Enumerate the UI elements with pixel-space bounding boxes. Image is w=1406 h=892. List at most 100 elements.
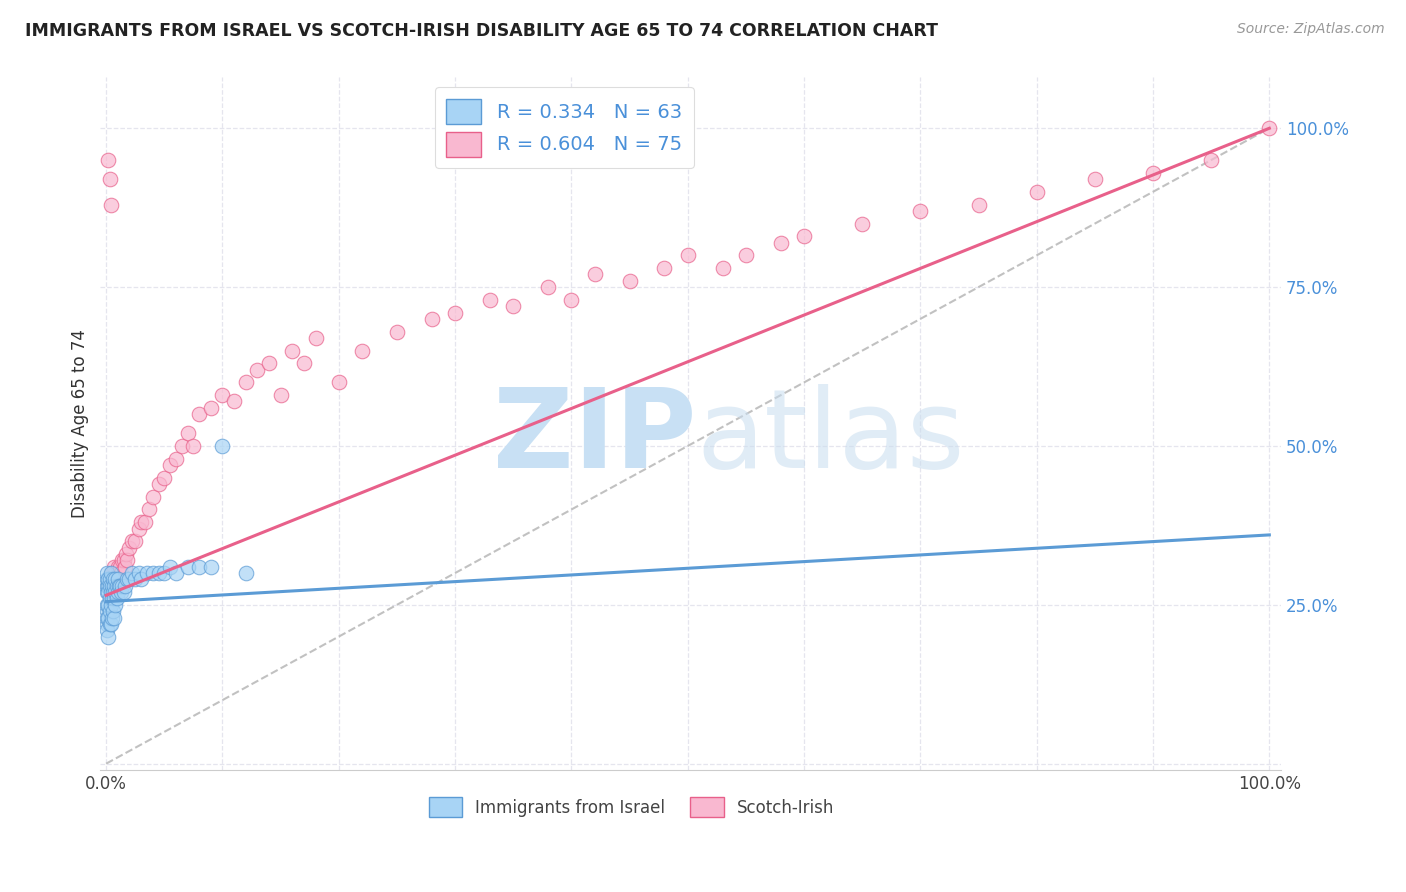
Point [108, 559, 131, 574]
Point [101, 610, 124, 624]
Point [98, 573, 121, 587]
Point [111, 553, 134, 567]
Point [107, 573, 129, 587]
Text: Source: ZipAtlas.com: Source: ZipAtlas.com [1237, 22, 1385, 37]
Point [153, 471, 176, 485]
Point [100, 616, 122, 631]
Point [114, 579, 136, 593]
Point [188, 407, 211, 421]
Point [735, 248, 758, 262]
Point [138, 502, 160, 516]
Point [118, 541, 141, 555]
Point [98, 579, 121, 593]
Point [96, 610, 118, 624]
Point [128, 522, 150, 536]
Point [97, 579, 120, 593]
Point [104, 598, 127, 612]
Point [444, 305, 467, 319]
Point [1258, 121, 1281, 136]
Point [270, 388, 292, 402]
Point [769, 235, 792, 250]
Point [211, 388, 233, 402]
Point [104, 579, 127, 593]
Point [96, 604, 118, 618]
Point [101, 604, 124, 618]
Point [170, 439, 193, 453]
Point [560, 293, 582, 307]
Point [97, 630, 120, 644]
Point [101, 591, 124, 606]
Point [96, 579, 118, 593]
Point [135, 566, 157, 580]
Point [654, 261, 676, 276]
Point [108, 579, 131, 593]
Point [96, 624, 118, 638]
Point [100, 598, 122, 612]
Point [153, 566, 176, 580]
Point [105, 573, 128, 587]
Point [103, 579, 125, 593]
Point [100, 566, 122, 580]
Point [165, 566, 187, 580]
Point [110, 585, 132, 599]
Point [107, 573, 129, 587]
Point [183, 439, 205, 453]
Point [676, 248, 699, 262]
Point [121, 534, 143, 549]
Point [235, 566, 257, 580]
Text: atlas: atlas [696, 384, 965, 491]
Point [711, 261, 734, 276]
Point [420, 311, 443, 326]
Point [235, 376, 257, 390]
Point [159, 458, 181, 472]
Point [97, 585, 120, 599]
Point [103, 610, 125, 624]
Point [793, 229, 815, 244]
Text: IMMIGRANTS FROM ISRAEL VS SCOTCH-IRISH DISABILITY AGE 65 TO 74 CORRELATION CHART: IMMIGRANTS FROM ISRAEL VS SCOTCH-IRISH D… [25, 22, 938, 40]
Point [101, 573, 124, 587]
Point [115, 547, 138, 561]
Point [211, 439, 233, 453]
Point [96, 585, 118, 599]
Point [103, 559, 125, 574]
Point [188, 559, 211, 574]
Point [200, 401, 222, 415]
Point [352, 343, 374, 358]
Point [98, 604, 121, 618]
Point [1025, 185, 1047, 199]
Point [103, 573, 125, 587]
Point [583, 268, 606, 282]
Point [104, 566, 127, 580]
Point [967, 197, 990, 211]
Point [100, 197, 122, 211]
Point [142, 490, 165, 504]
Y-axis label: Disability Age 65 to 74: Disability Age 65 to 74 [72, 329, 89, 518]
Point [502, 299, 524, 313]
Point [851, 217, 873, 231]
Point [129, 515, 152, 529]
Point [224, 394, 246, 409]
Point [114, 559, 136, 574]
Point [105, 579, 128, 593]
Point [176, 426, 198, 441]
Point [112, 553, 135, 567]
Point [281, 343, 304, 358]
Point [124, 534, 146, 549]
Point [107, 559, 129, 574]
Point [100, 573, 122, 587]
Point [142, 566, 165, 580]
Point [96, 598, 118, 612]
Point [108, 566, 131, 580]
Point [101, 566, 124, 580]
Point [103, 591, 125, 606]
Point [101, 579, 124, 593]
Point [98, 591, 121, 606]
Point [107, 585, 129, 599]
Point [148, 477, 170, 491]
Point [98, 616, 121, 631]
Point [200, 559, 222, 574]
Point [121, 566, 143, 580]
Point [124, 573, 146, 587]
Point [246, 362, 269, 376]
Point [128, 566, 150, 580]
